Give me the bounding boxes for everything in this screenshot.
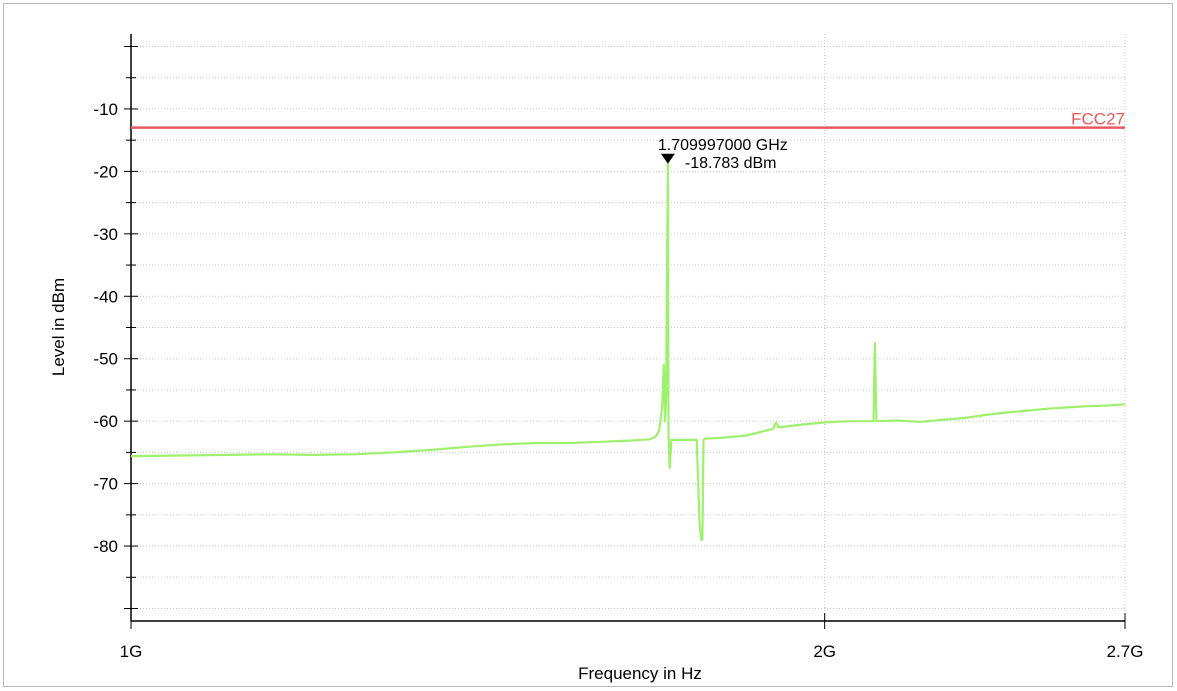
grid-lines	[130, 34, 1126, 621]
y-tick-label: -10	[93, 100, 118, 119]
chart-frame: -10 -20 -30 -40 -50 -60 -70 -80 1G 2G 2.7G FCC27 …	[3, 3, 1173, 687]
marker-frequency-label: 1.709997000 GHz	[658, 137, 788, 154]
x-tick-label: 2.7G	[1107, 642, 1144, 661]
limit-line-label: FCC27	[1071, 110, 1125, 129]
y-axis: -10 -20 -30 -40 -50 -60 -70 -80	[93, 34, 138, 621]
y-tick-label: -50	[93, 350, 118, 369]
x-tick-label: 2G	[813, 642, 836, 661]
limit-layer: FCC27	[131, 110, 1125, 129]
series-layer	[130, 162, 1126, 541]
y-tick-label: -40	[93, 287, 118, 306]
series-trace	[130, 162, 1126, 541]
x-tick-label: 1G	[120, 642, 143, 661]
y-tick-label: -80	[93, 537, 118, 556]
marker-triangle-icon	[660, 153, 675, 164]
x-axis: 1G 2G 2.7G	[120, 613, 1144, 661]
y-tick-label: -60	[93, 412, 118, 431]
y-tick-label: -70	[93, 475, 118, 494]
spectrum-chart: -10-20-30-40-50-60-70-80 1G 2G 2.7G FCC27 …	[49, 34, 1144, 683]
y-axis-title: Level in dBm	[49, 278, 68, 376]
x-axis-title: Frequency in Hz	[578, 664, 702, 683]
y-tick-label: -30	[93, 225, 118, 244]
y-tick-label: -20	[93, 162, 118, 181]
peak-marker: 1.709997000 GHz -18.783 dBm	[658, 137, 788, 172]
marker-level-label: -18.783 dBm	[685, 155, 777, 172]
